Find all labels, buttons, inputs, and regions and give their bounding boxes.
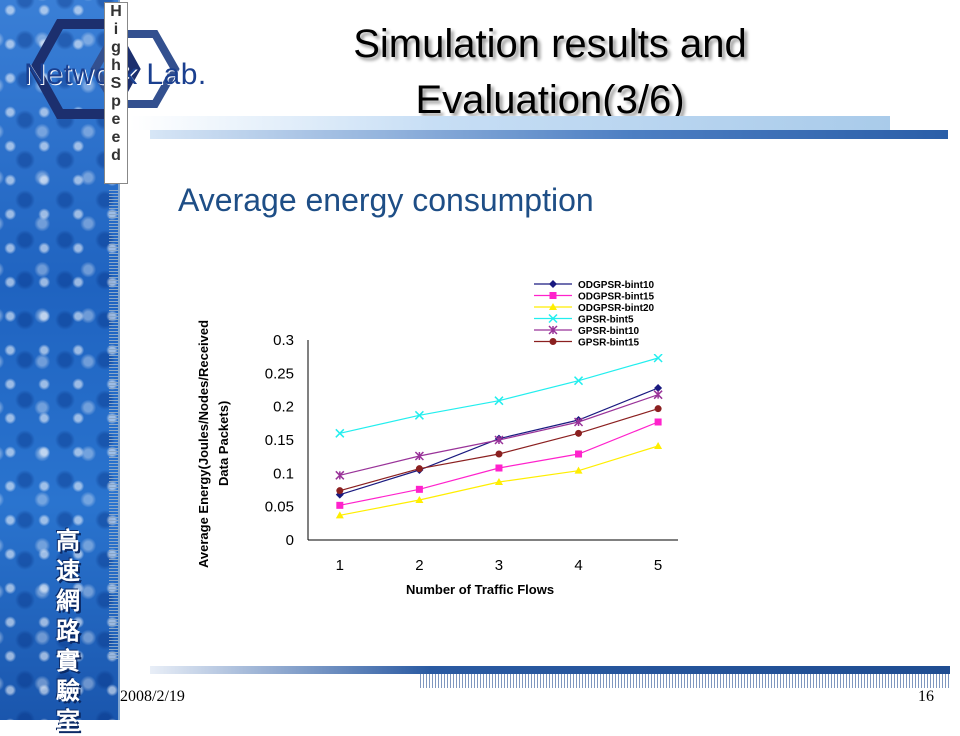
title-line-2: Evaluation(3/6) xyxy=(415,78,685,122)
legend-item: ODGPSR-bint20 xyxy=(534,303,655,314)
data-point xyxy=(335,428,345,438)
data-point xyxy=(654,418,662,426)
footer-bar xyxy=(150,666,950,674)
legend-swatch-marker xyxy=(549,292,557,299)
legend-label: GPSR-bint15 xyxy=(578,338,640,349)
data-point xyxy=(654,384,663,392)
data-point xyxy=(574,376,584,386)
legend-item: GPSR-bint10 xyxy=(534,325,640,337)
x-axis-label: Number of Traffic Flows xyxy=(406,582,554,597)
x-tick-label: 4 xyxy=(574,557,582,574)
logo-vertical-letter: e xyxy=(111,129,121,146)
lab-name-character: 路 xyxy=(56,617,80,645)
page-number: 16 xyxy=(918,688,934,705)
chart-series xyxy=(335,353,663,519)
y-tick-label: 0.25 xyxy=(265,365,294,382)
slide-subtitle: Average energy consumption xyxy=(178,182,594,218)
header-bar xyxy=(150,130,948,139)
y-axis-label-2: Data Packets) xyxy=(216,401,231,486)
data-point xyxy=(336,501,344,509)
header-bar-light xyxy=(130,116,890,130)
data-point xyxy=(494,396,504,406)
x-tick-label: 5 xyxy=(654,557,662,574)
legend-swatch-marker xyxy=(548,325,558,335)
data-point xyxy=(575,450,583,458)
legend-swatch-marker xyxy=(549,280,557,288)
data-point xyxy=(574,466,583,474)
series-gpsr-bint15 xyxy=(336,405,662,495)
data-point xyxy=(495,464,503,472)
legend-label: GPSR-bint5 xyxy=(578,315,634,326)
lab-name-character: 高 xyxy=(56,527,80,555)
data-point xyxy=(336,487,344,495)
data-point xyxy=(495,450,503,458)
series-gpsr-bint10 xyxy=(335,390,663,480)
y-tick-label: 0 xyxy=(286,532,294,549)
legend-label: ODGPSR-bint15 xyxy=(578,292,655,303)
series-line xyxy=(339,357,659,434)
legend-item: ODGPSR-bint15 xyxy=(534,292,655,303)
data-point xyxy=(653,390,663,400)
data-point xyxy=(575,429,583,437)
data-point xyxy=(574,417,584,427)
logo-vertical-letter: g xyxy=(111,39,121,56)
legend-label: ODGPSR-bint10 xyxy=(578,280,655,291)
y-tick-label: 0.3 xyxy=(273,332,294,349)
logo-vertical-letter: H xyxy=(110,3,122,20)
series-odgpsr-bint20 xyxy=(335,442,663,519)
data-point xyxy=(494,478,503,485)
chart-legend: ODGPSR-bint10ODGPSR-bint15ODGPSR-bint20G… xyxy=(528,276,718,354)
y-axis-label: Average Energy(Joules/Nodes/Received xyxy=(196,320,211,568)
data-point xyxy=(494,435,504,445)
data-point xyxy=(414,451,424,461)
logo-vertical-letter: h xyxy=(111,57,121,74)
logo-vertical-letter: e xyxy=(111,111,121,128)
data-point xyxy=(654,442,663,449)
series-gpsr-bint5 xyxy=(335,353,663,438)
data-point xyxy=(654,405,662,413)
y-tick-label: 0.2 xyxy=(273,399,294,416)
slide-title: Simulation results and Evaluation(3/6) xyxy=(250,16,850,128)
chart-axes: 0 0.05 0.1 0.15 0.2 0.25 0.3 1 2 3 4 5 xyxy=(265,332,678,574)
lab-name-character: 網 xyxy=(56,587,80,615)
legend-swatch-marker xyxy=(548,313,558,324)
lab-name-character: 速 xyxy=(56,557,80,585)
legend-label: ODGPSR-bint20 xyxy=(578,303,655,314)
logo-vertical-letter: d xyxy=(111,147,121,164)
lab-name-character: 驗 xyxy=(56,677,80,705)
data-point xyxy=(335,470,345,480)
legend-item: ODGPSR-bint10 xyxy=(534,280,655,291)
logo-vertical-letter: p xyxy=(111,93,121,110)
legend-item: GPSR-bint15 xyxy=(534,338,640,349)
legend-label: GPSR-bint10 xyxy=(578,326,640,337)
data-point xyxy=(415,485,423,493)
title-line-1: Simulation results and xyxy=(353,22,747,66)
legend-item: GPSR-bint5 xyxy=(534,313,634,326)
legend-swatch-marker xyxy=(549,338,557,345)
logo-vertical-letter: i xyxy=(113,21,119,38)
x-tick-label: 1 xyxy=(336,557,344,574)
lab-name-character: 實 xyxy=(56,647,80,675)
lab-name-vertical: 高速網路實驗室 xyxy=(50,526,86,736)
data-point xyxy=(415,465,423,473)
y-tick-label: 0.1 xyxy=(273,465,294,482)
energy-line-chart: 0 0.05 0.1 0.15 0.2 0.25 0.3 1 2 3 4 5 ODGPSR-bint1… xyxy=(196,276,718,597)
series-odgpsr-bint15 xyxy=(336,418,662,509)
lab-name-character: 室 xyxy=(56,707,80,735)
y-tick-label: 0.05 xyxy=(265,499,294,516)
legend-swatch-marker xyxy=(549,303,557,310)
decorative-side-strip xyxy=(0,0,120,720)
footer-date: 2008/2/19 xyxy=(120,688,185,705)
logo-vertical-letter: S xyxy=(110,75,122,92)
y-tick-label: 0.15 xyxy=(265,432,294,449)
x-tick-label: 2 xyxy=(415,557,423,574)
data-point xyxy=(335,511,344,519)
data-point xyxy=(414,410,424,420)
data-point xyxy=(415,496,424,503)
footer-stripes xyxy=(420,674,950,688)
data-point xyxy=(653,353,663,363)
x-tick-label: 3 xyxy=(495,557,503,574)
